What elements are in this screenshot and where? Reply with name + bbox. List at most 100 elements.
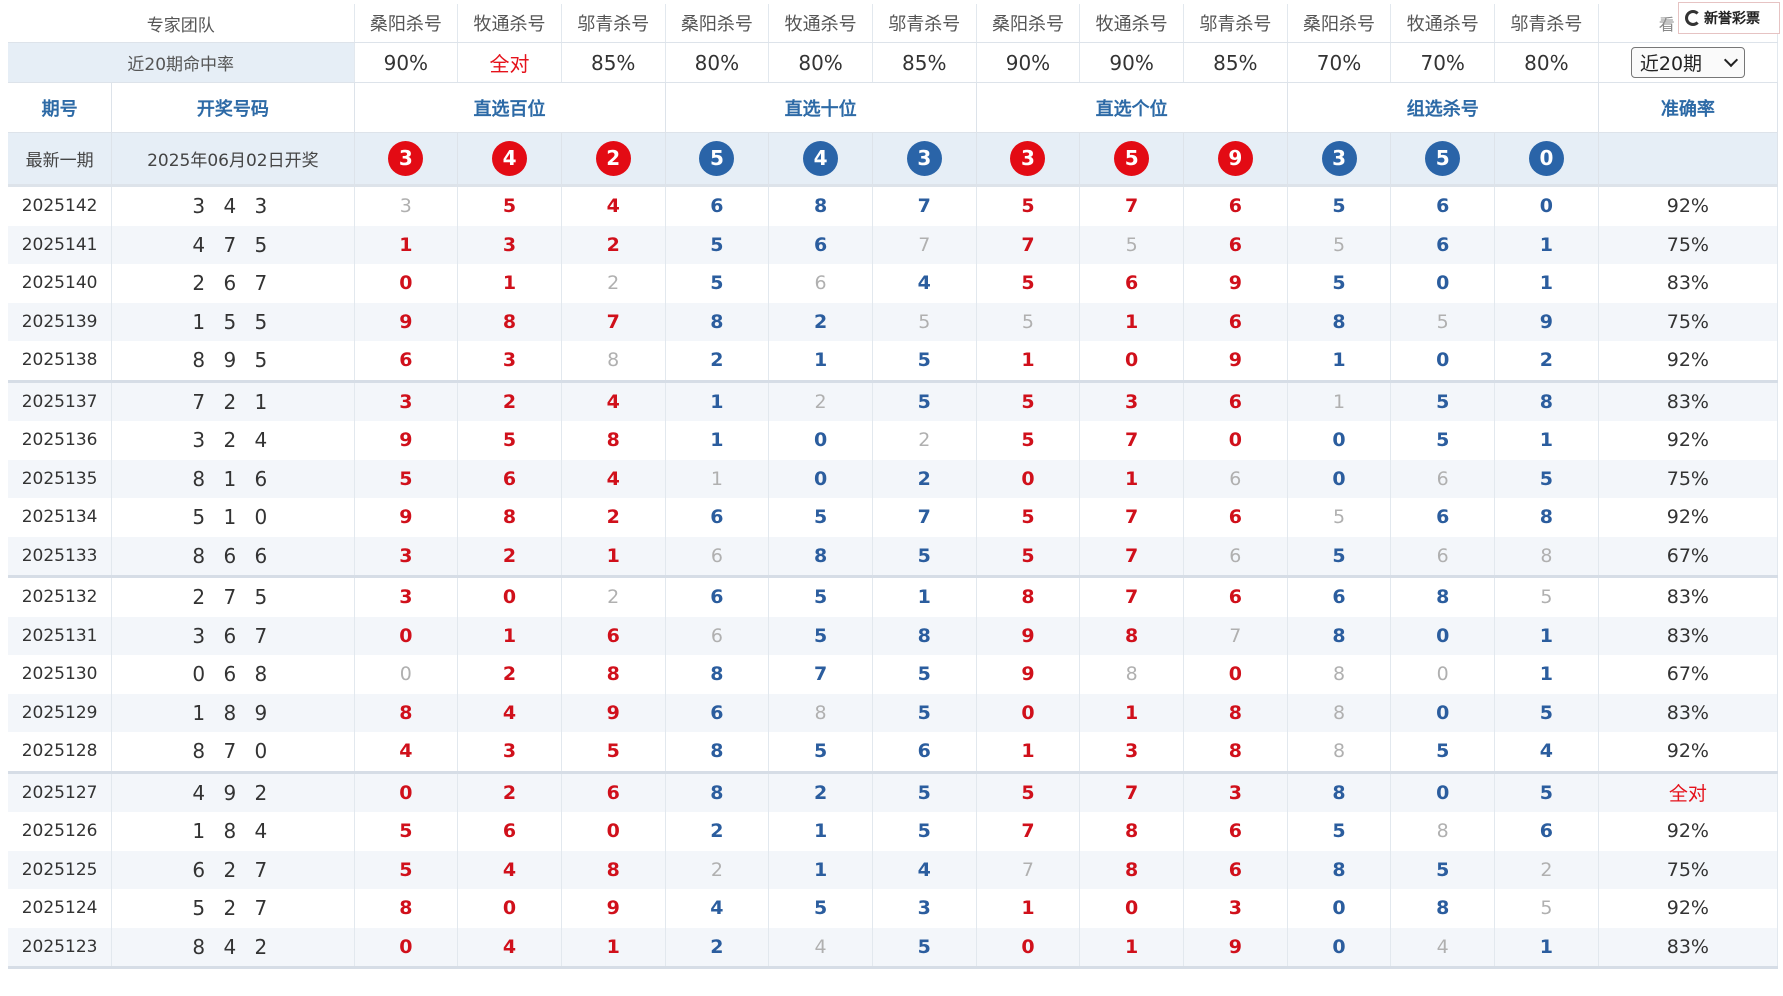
- kill-number-cell: 2: [561, 498, 666, 537]
- accuracy-cell: 75%: [1598, 302, 1779, 341]
- accuracy-cell: 83%: [1598, 927, 1779, 969]
- period-cell: 2025136: [8, 421, 113, 460]
- kill-number-cell: 4: [457, 850, 562, 889]
- period-cell: 2025128: [8, 732, 113, 772]
- kill-number-value: 1: [1539, 935, 1554, 958]
- kill-number-value: 5: [917, 701, 931, 724]
- latest-accuracy-cell: [1598, 132, 1779, 187]
- kill-number-cell: 7: [1079, 498, 1184, 537]
- column-header-row: 期号 开奖号码 直选百位 直选十位 直选个位 组选杀号 准确率: [8, 82, 1779, 133]
- brand-badge[interactable]: 新誉彩票: [1678, 2, 1780, 34]
- kill-number-table: 专家团队 桑阳杀号 牧通杀号 邬青杀号 桑阳杀号 牧通杀号 邬青杀号 桑阳杀号 牧通杀号 邬青杀…: [8, 4, 1779, 969]
- kill-number-cell: 0: [1287, 889, 1392, 928]
- kill-number-value: 7: [1125, 195, 1139, 218]
- table-row: 2025128 8 7 0 4 3 5 8 5 6 1 3 8 8 5 4 92%: [8, 732, 1779, 772]
- kill-number-cell: 1: [1494, 655, 1599, 694]
- kill-number-cell: 4: [561, 379, 666, 421]
- period-range-select[interactable]: 近20期: [1630, 47, 1745, 78]
- kill-number-value: 8: [1125, 858, 1139, 881]
- kill-number-cell: 5: [354, 850, 459, 889]
- kill-number-cell: 9: [1494, 302, 1599, 341]
- kill-number-cell: 9: [976, 616, 1081, 655]
- kill-number-cell: 8: [1494, 379, 1599, 421]
- kill-number-value: 4: [502, 701, 517, 724]
- kill-number-value: 0: [1332, 897, 1346, 920]
- period-cell: 2025126: [8, 812, 113, 851]
- kill-number-cell: 8: [354, 693, 459, 732]
- group-header-group-kill: 组选杀号: [1287, 82, 1599, 133]
- latest-ball-cell: 2: [561, 132, 666, 187]
- kill-number-cell: 0: [768, 459, 873, 498]
- hit-rate-cell: 90%: [354, 42, 459, 83]
- kill-number-cell: 3: [457, 225, 562, 264]
- kill-number-cell: 7: [1183, 616, 1288, 655]
- draw-number-cell: 4 7 5: [111, 225, 355, 264]
- kill-number-value: 7: [1229, 624, 1242, 647]
- kill-number-value: 5: [917, 935, 931, 958]
- period-cell: 2025133: [8, 536, 113, 577]
- kill-number-cell: 5: [1287, 185, 1392, 226]
- kill-number-value: 8: [1125, 663, 1138, 686]
- kill-number-value: 0: [1021, 701, 1035, 724]
- kill-number-value: 5: [813, 897, 828, 920]
- kill-number-cell: 7: [1079, 536, 1184, 577]
- kill-number-cell: 6: [1390, 185, 1496, 226]
- latest-ball-cell: 9: [1183, 132, 1288, 187]
- kill-number-cell: 3: [354, 185, 459, 226]
- expert-team-row: 专家团队 桑阳杀号 牧通杀号 邬青杀号 桑阳杀号 牧通杀号 邬青杀号 桑阳杀号 牧通杀号 邬青杀…: [8, 4, 1779, 43]
- kill-number-value: 2: [710, 820, 724, 843]
- kill-number-value: 6: [1228, 195, 1242, 218]
- draw-number-cell: 2 7 5: [111, 575, 355, 617]
- kill-number-cell: 8: [1183, 693, 1288, 732]
- kill-number-value: 5: [1021, 781, 1035, 804]
- kill-number-cell: 6: [354, 341, 459, 381]
- kill-number-value: 0: [1436, 624, 1450, 647]
- kill-number-value: 1: [710, 390, 724, 413]
- kill-number-value: 6: [710, 195, 724, 218]
- kill-number-cell: 5: [976, 379, 1081, 421]
- kill-number-value: 8: [1332, 663, 1346, 686]
- kill-number-cell: 1: [768, 850, 873, 889]
- kill-number-value: 8: [710, 781, 724, 804]
- latest-ball-cell: 4: [457, 132, 562, 187]
- kill-number-value: 5: [1332, 272, 1346, 295]
- kill-number-cell: 8: [768, 185, 873, 226]
- kill-number-value: 6: [1228, 233, 1242, 256]
- kill-number-cell: 0: [354, 927, 459, 969]
- kill-number-cell: 2: [561, 575, 666, 617]
- kill-number-value: 1: [1021, 897, 1035, 920]
- kill-number-cell: 5: [872, 927, 977, 969]
- kill-number-value: 5: [1021, 429, 1035, 452]
- table-row: 2025142 3 4 3 3 5 4 6 8 7 5 7 6 5 6 0 92%: [8, 185, 1779, 226]
- kill-number-cell: 6: [665, 575, 770, 617]
- draw-ball: 0: [1528, 141, 1564, 176]
- kill-number-value: 8: [1539, 506, 1554, 529]
- draw-number-cell: 1 8 9: [111, 693, 355, 732]
- kill-number-value: 5: [1332, 195, 1346, 218]
- kill-number-cell: 4: [768, 927, 873, 969]
- kill-number-cell: 2: [1494, 341, 1599, 381]
- kill-number-cell: 5: [1287, 264, 1392, 303]
- kill-number-value: 6: [1436, 544, 1449, 567]
- kill-number-value: 5: [399, 467, 413, 490]
- kill-number-value: 0: [813, 467, 828, 490]
- kill-number-cell: 1: [457, 616, 562, 655]
- kill-number-cell: 0: [1287, 459, 1392, 498]
- kill-number-cell: 5: [354, 812, 459, 851]
- kill-number-cell: 8: [561, 850, 666, 889]
- accuracy-cell: 92%: [1598, 498, 1779, 537]
- kill-number-cell: 6: [665, 536, 770, 577]
- kill-number-value: 5: [813, 506, 828, 529]
- kill-number-value: 5: [917, 820, 931, 843]
- kill-number-cell: 5: [1390, 302, 1496, 341]
- accuracy-cell: 92%: [1598, 421, 1779, 460]
- kill-number-cell: 4: [1390, 927, 1496, 969]
- kill-number-cell: 6: [665, 185, 770, 226]
- kill-number-value: 5: [399, 858, 413, 881]
- period-cell: 2025138: [8, 341, 113, 381]
- accuracy-cell: 92%: [1598, 812, 1779, 851]
- kill-number-value: 6: [1228, 310, 1242, 333]
- kill-number-cell: 6: [768, 225, 873, 264]
- kill-number-value: 8: [606, 663, 620, 686]
- kill-number-cell: 8: [1390, 889, 1496, 928]
